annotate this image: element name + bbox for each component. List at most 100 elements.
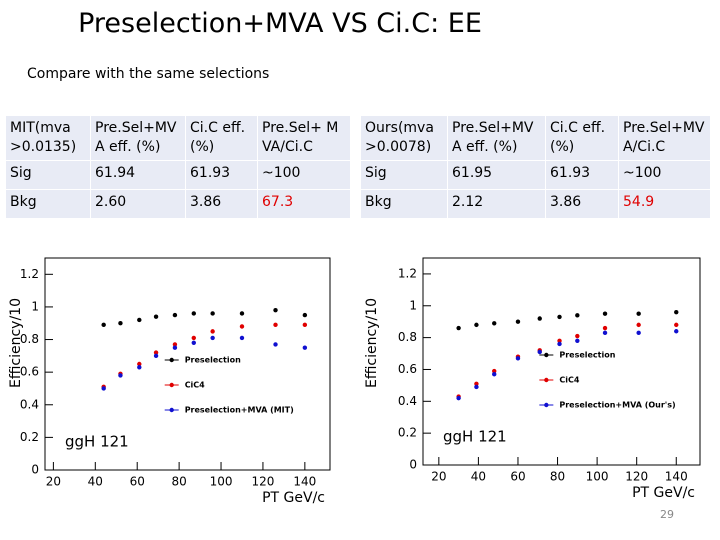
x-tick-label: 80 — [550, 470, 565, 484]
table-cell: 2.60 — [90, 189, 186, 219]
point — [101, 322, 106, 328]
legend-label: Preselection+MVA (MIT) — [185, 406, 294, 415]
point — [101, 386, 106, 391]
point — [153, 353, 159, 359]
y-tick-label: 0.2 — [20, 430, 39, 444]
point — [557, 338, 562, 343]
x-tick-label: 120 — [625, 470, 648, 484]
legend-label: Preselection+MVA (Our's) — [559, 401, 675, 410]
header-cell: Pre.Sel+MVA eff. (%) — [90, 115, 186, 161]
point — [674, 309, 679, 315]
y-axis-label: Efficiency/10 — [8, 298, 24, 388]
table-row: Bkg 2.12 3.86 54.9 — [360, 189, 711, 219]
x-tick-label: 140 — [665, 470, 688, 484]
point — [636, 330, 641, 336]
point — [172, 312, 178, 318]
table-cell: Sig — [360, 160, 448, 190]
table-cell: 2.12 — [447, 189, 546, 219]
y-tick-label: 0.4 — [20, 397, 39, 411]
point — [191, 311, 196, 316]
point — [515, 356, 521, 361]
point — [153, 350, 159, 355]
header-cell: Pre.Sel+ MVA/Ci.C — [257, 115, 351, 161]
point — [636, 311, 641, 316]
y-tick-label: 0.6 — [20, 365, 39, 379]
point — [557, 314, 562, 320]
y-tick-label: 0.8 — [20, 332, 39, 346]
slide-subtitle: Compare with the same selections — [27, 66, 270, 82]
table-cell: ~100 — [257, 160, 351, 190]
point — [456, 325, 461, 331]
point — [492, 368, 497, 374]
point — [239, 335, 245, 341]
x-tick-label: 120 — [251, 475, 274, 489]
point — [210, 329, 215, 334]
table-row: Bkg 2.60 3.86 67.3 — [5, 189, 351, 219]
y-tick-label: 0.4 — [398, 394, 417, 408]
x-tick-label: 60 — [510, 470, 525, 484]
x-axis-label: PT GeV/c — [632, 485, 695, 501]
header-cell: MIT(mva >0.0135) — [5, 115, 91, 161]
point — [273, 342, 278, 347]
point — [557, 341, 562, 347]
point — [302, 322, 308, 328]
point — [602, 311, 608, 316]
point — [474, 381, 479, 386]
point — [239, 324, 245, 329]
legend-label: CiC4 — [559, 376, 579, 385]
annotation: ggH 121 — [65, 433, 129, 451]
legend-label: Preselection — [559, 351, 615, 360]
point — [636, 322, 641, 328]
legend-label: CiC4 — [185, 381, 205, 390]
table-cell: Bkg — [5, 189, 91, 219]
x-tick-label: 140 — [293, 475, 316, 489]
legend-marker — [169, 382, 174, 388]
page-number: 29 — [660, 508, 674, 521]
y-tick-label: 0 — [409, 458, 417, 472]
point — [575, 338, 580, 343]
point — [118, 373, 123, 378]
x-tick-label: 100 — [210, 475, 233, 489]
annotation: ggH 121 — [443, 428, 507, 446]
point — [602, 330, 608, 336]
legend-label: Preselection — [185, 356, 241, 365]
table-cell: ~100 — [618, 160, 711, 190]
y-axis-label: Efficiency/10 — [364, 298, 380, 388]
table-row: MIT(mva >0.0135) Pre.Sel+MVA eff. (%) Ci.C… — [5, 115, 351, 161]
point — [674, 322, 679, 328]
point — [210, 335, 215, 341]
point — [118, 321, 123, 326]
legend-marker — [169, 357, 174, 363]
x-tick-label: 40 — [471, 470, 486, 484]
point — [273, 322, 278, 328]
point — [137, 361, 142, 367]
y-tick-label: 0 — [31, 463, 39, 477]
y-tick-label: 1 — [409, 298, 417, 312]
point — [575, 333, 580, 339]
y-tick-label: 0.6 — [398, 362, 417, 376]
point — [273, 307, 278, 313]
table-cell: 61.95 — [447, 160, 546, 190]
point — [575, 313, 580, 318]
point — [137, 365, 142, 370]
point — [210, 311, 215, 316]
y-tick-label: 1 — [31, 299, 39, 313]
table-cell: 54.9 — [618, 189, 711, 219]
header-cell: Pre.Sel+MVA/Ci.C — [618, 115, 711, 161]
x-tick-label: 20 — [46, 475, 61, 489]
x-tick-label: 20 — [431, 470, 446, 484]
slide-title: Preselection+MVA VS Ci.C: EE — [78, 8, 482, 39]
point — [515, 319, 521, 324]
legend-marker — [169, 407, 174, 413]
plot-frame — [422, 257, 701, 466]
point — [492, 372, 497, 377]
table: Ours(mva >0.0078) Pre.Sel+MVA eff. (%) Ci.… — [360, 115, 711, 219]
table-row: Sig 61.95 61.93 ~100 — [360, 160, 711, 190]
header-cell: Ci.C eff. (%) — [185, 115, 258, 161]
point — [191, 340, 196, 345]
table-cell: 3.86 — [185, 189, 258, 219]
x-tick-label: 40 — [88, 475, 103, 489]
x-tick-label: 80 — [171, 475, 186, 489]
